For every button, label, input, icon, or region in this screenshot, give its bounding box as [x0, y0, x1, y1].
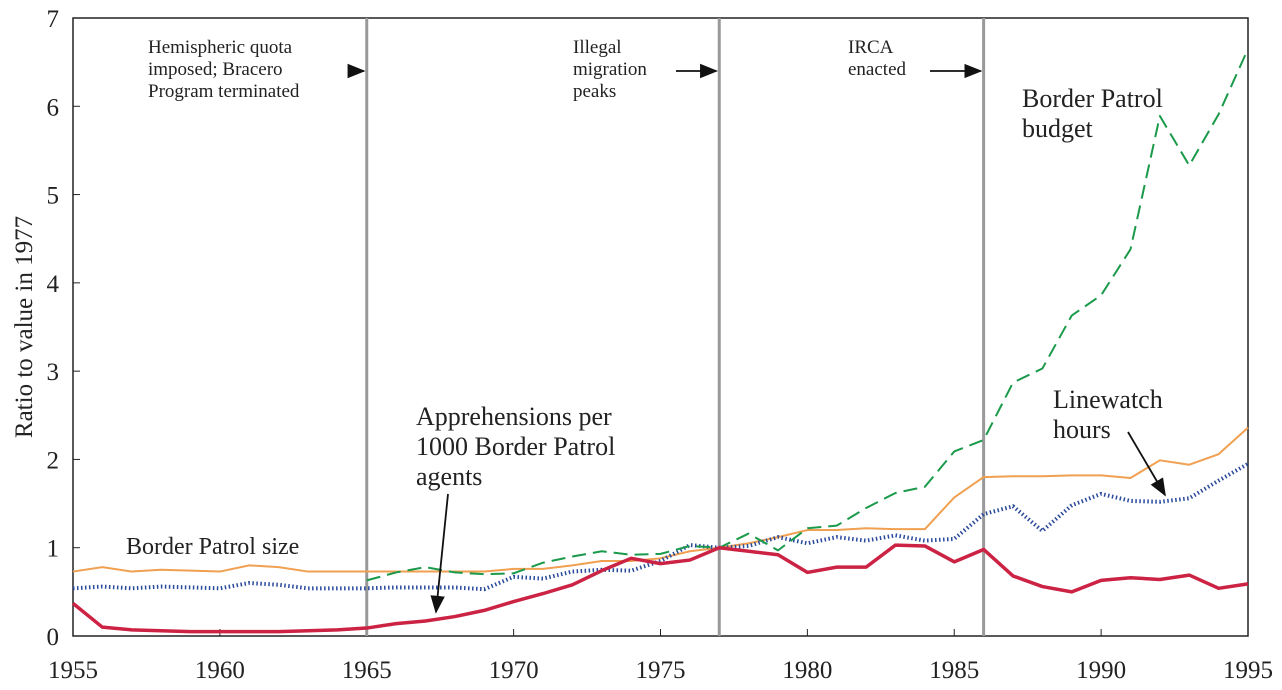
label-arrow: [1127, 431, 1166, 497]
event-annotation: Illegal migration peaks: [573, 37, 647, 102]
series-line: [72, 426, 1249, 573]
y-tick-label: 2: [47, 447, 60, 474]
event-annotation: Hemispheric quota imposed; Bracero Progr…: [148, 37, 300, 102]
x-tick-label: 1980: [782, 657, 832, 684]
y-tick-label: 1: [47, 536, 60, 563]
x-tick-label: 1960: [195, 657, 245, 684]
x-tick-label: 1965: [342, 657, 392, 684]
series-line: [71, 543, 1249, 634]
x-tick-label: 1990: [1076, 657, 1126, 684]
y-axis-label: Ratio to value in 1977: [11, 216, 38, 438]
y-tick-label: 0: [47, 624, 60, 651]
x-tick-label: 1975: [636, 657, 686, 684]
y-tick-label: 7: [47, 6, 60, 33]
series-label: Linewatch hours: [1053, 385, 1163, 444]
label-arrow: [430, 493, 449, 614]
series-label: Border Patrol size: [126, 534, 300, 560]
y-tick-label: 6: [47, 94, 60, 121]
y-tick-label: 4: [47, 271, 60, 298]
x-tick-label: 1955: [48, 657, 98, 684]
x-tick-label: 1995: [1223, 657, 1273, 684]
y-tick-label: 3: [47, 359, 60, 386]
event-annotation: IRCA enacted: [848, 37, 907, 80]
x-tick-label: 1970: [489, 657, 539, 684]
x-tick-label: 1985: [929, 657, 979, 684]
series-label: Border Patrol budget: [1022, 84, 1163, 143]
y-tick-label: 5: [47, 183, 60, 210]
series-line: [366, 48, 1249, 582]
series-label: Apprehensions per 1000 Border Patrol age…: [416, 402, 616, 491]
series-line: [72, 462, 1249, 592]
